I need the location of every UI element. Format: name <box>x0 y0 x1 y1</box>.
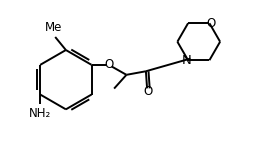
Text: O: O <box>104 58 113 71</box>
Text: NH₂: NH₂ <box>29 107 51 120</box>
Text: O: O <box>144 85 153 98</box>
Text: Me: Me <box>45 21 63 34</box>
Text: O: O <box>206 17 215 30</box>
Text: N: N <box>182 54 192 67</box>
